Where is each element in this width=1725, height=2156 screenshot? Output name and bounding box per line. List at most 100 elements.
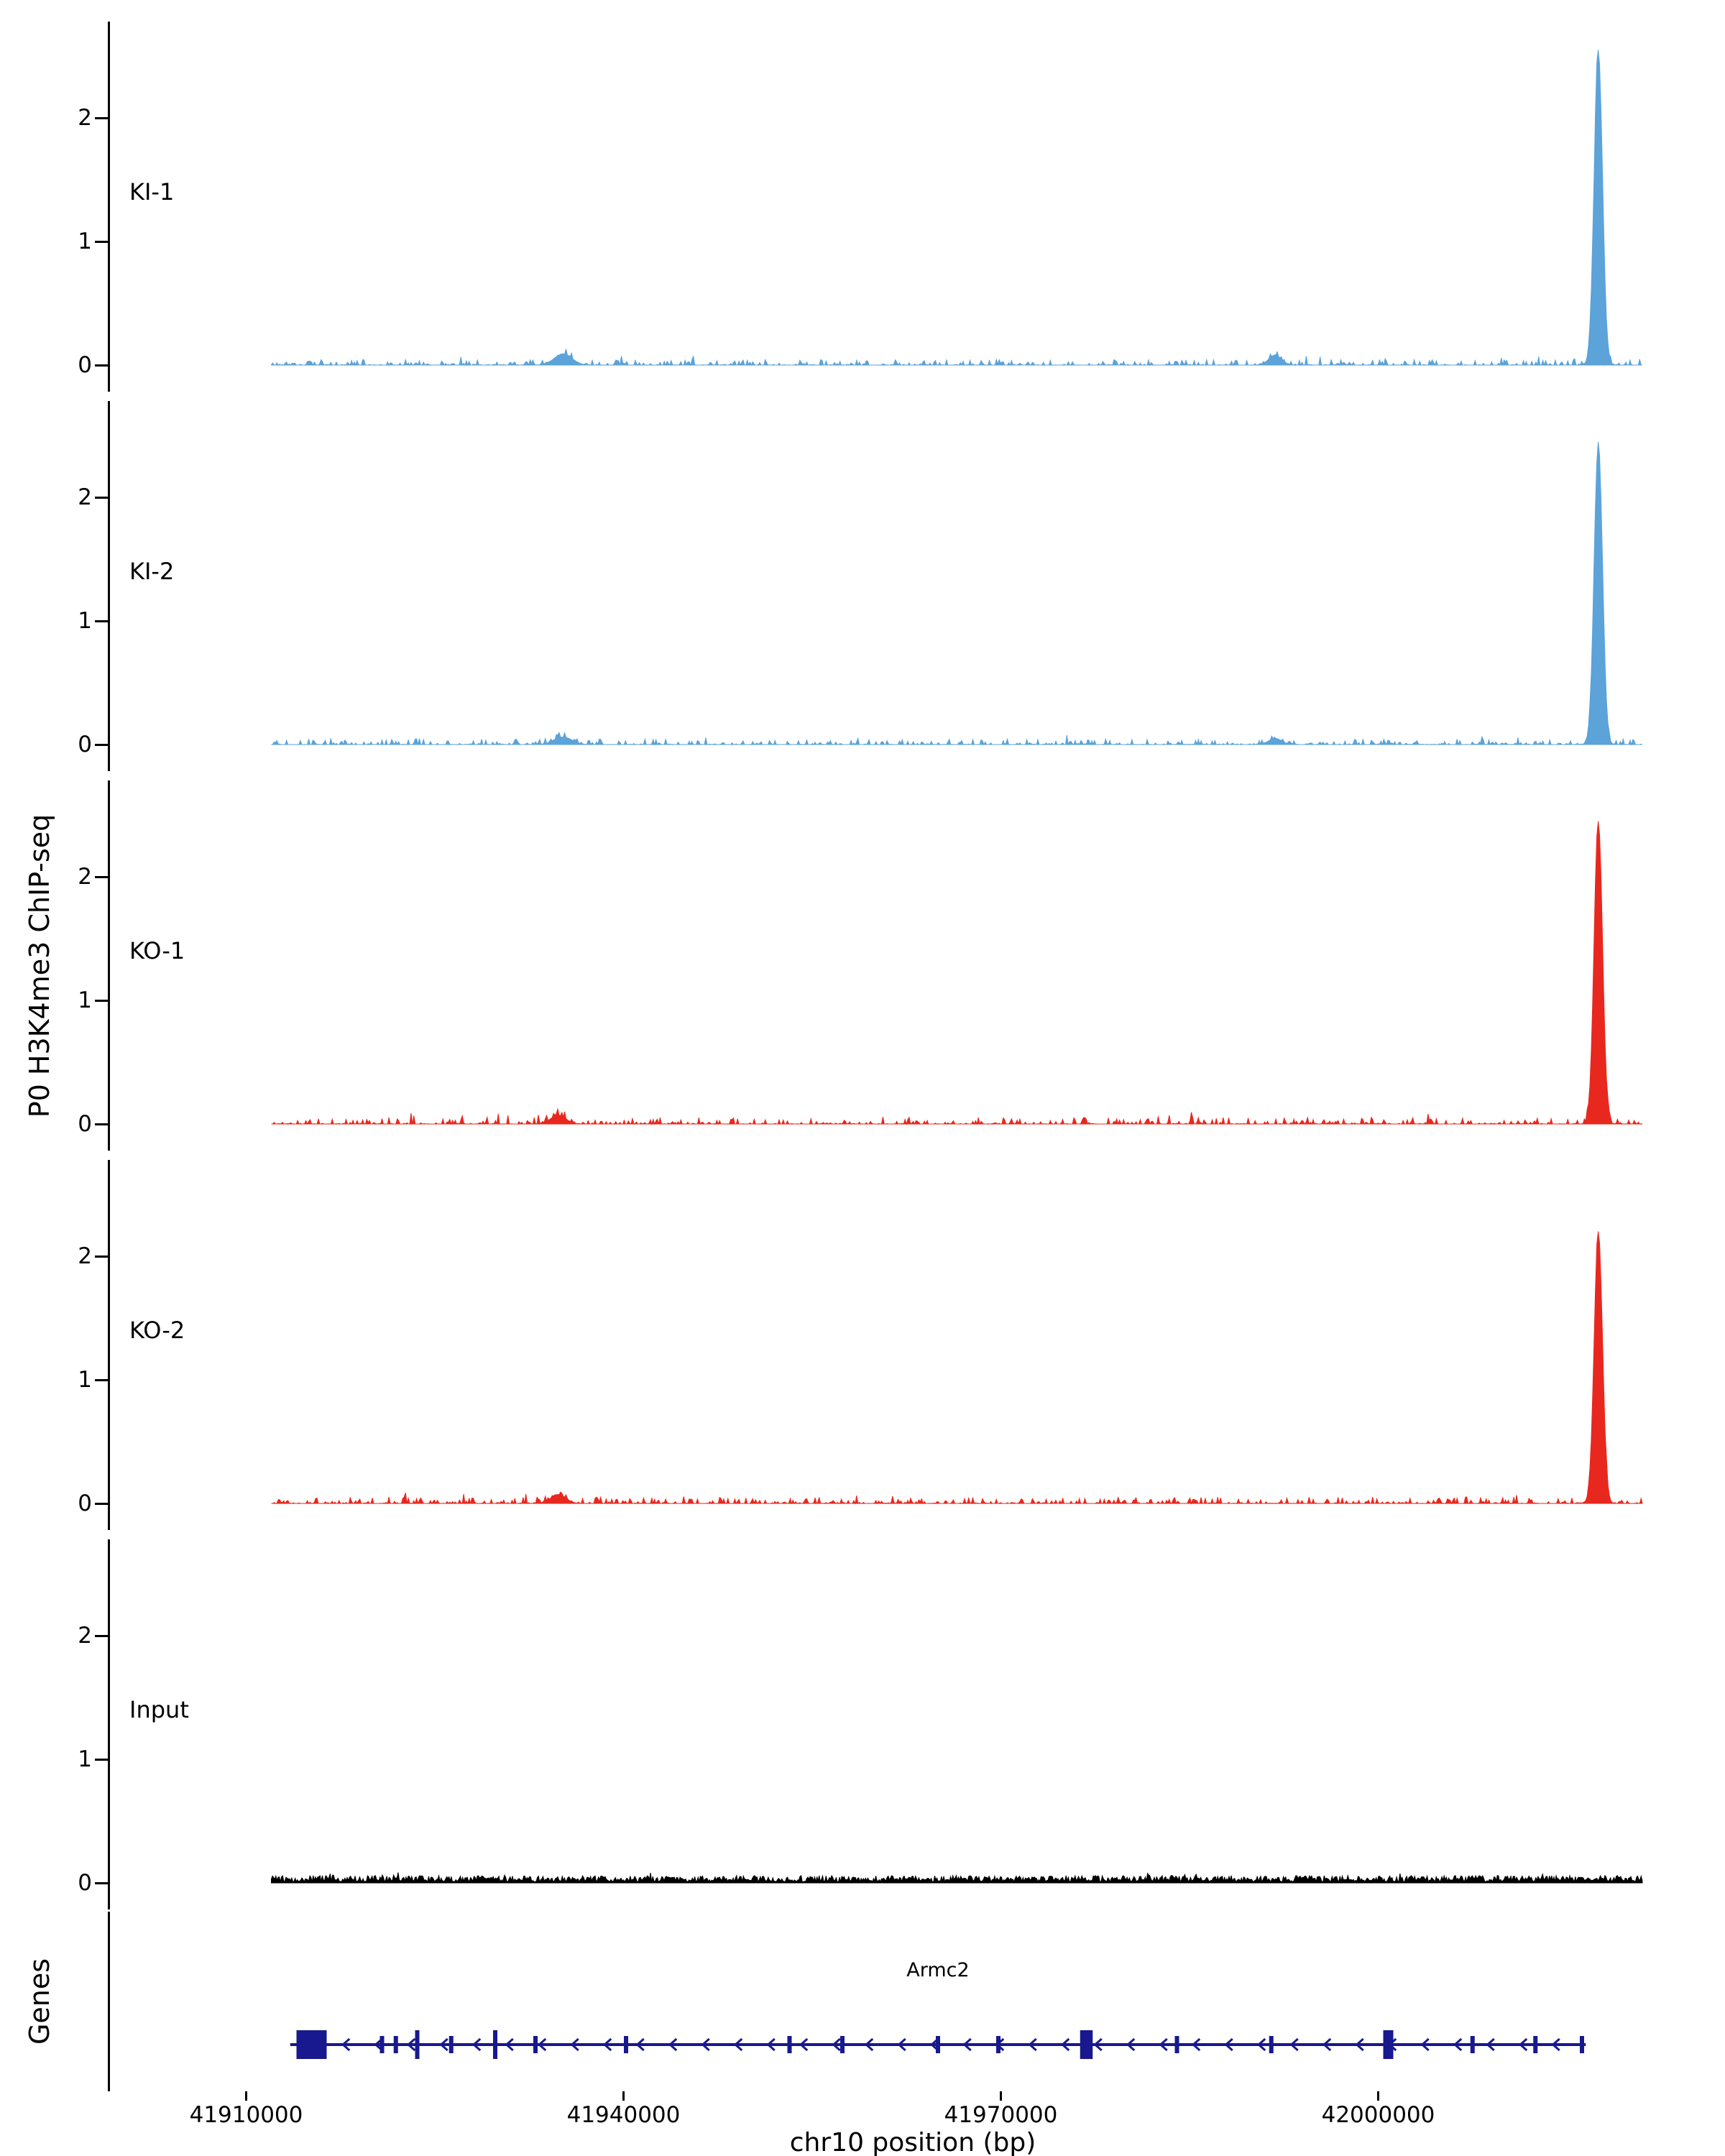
x-tick-mark — [622, 2091, 625, 2101]
exon-box — [393, 2036, 398, 2053]
y-axis-line — [108, 22, 110, 392]
strand-arrow — [570, 2037, 579, 2052]
y-tick-mark — [95, 117, 108, 119]
y-tick-mark — [95, 1000, 108, 1002]
track-panel-input: 2 1 0 Input — [0, 1539, 1725, 1909]
signal-area-input — [271, 1872, 1643, 1884]
exon-box — [996, 2036, 1000, 2053]
exon-box — [380, 2036, 385, 2053]
strand-arrow — [1355, 2037, 1364, 2052]
y-tick-mark — [95, 1759, 108, 1761]
y-tick-mark — [95, 876, 108, 878]
y-tick-mark — [95, 1635, 108, 1637]
strand-arrow — [1126, 2037, 1136, 2052]
y-tick-label: 1 — [78, 987, 92, 1013]
signal-area-ko2 — [271, 1231, 1643, 1505]
y-tick-mark — [95, 620, 108, 622]
signal-path — [271, 441, 1643, 746]
exon-box — [1470, 2036, 1475, 2053]
genes-axis-line — [108, 1912, 110, 2091]
strand-arrow — [602, 2037, 612, 2052]
exon-box — [448, 2036, 454, 2053]
y-axis-line — [108, 1539, 110, 1909]
y-axis-line — [108, 1160, 110, 1530]
strand-arrow — [1420, 2037, 1430, 2052]
exon-box — [1383, 2030, 1394, 2059]
y-tick-label: 2 — [78, 1243, 92, 1269]
strand-arrow — [341, 2037, 351, 2052]
strand-arrow — [537, 2037, 547, 2052]
signal-path — [271, 1231, 1643, 1505]
genes-axis-title: Genes — [24, 1958, 55, 2045]
y-tick-label: 0 — [78, 1111, 92, 1137]
strand-arrow — [1224, 2037, 1233, 2052]
y-tick-label: 0 — [78, 732, 92, 757]
strand-arrow — [505, 2037, 514, 2052]
y-tick-mark — [95, 1256, 108, 1258]
strand-arrow — [962, 2037, 972, 2052]
gene-model-track — [290, 2030, 1586, 2059]
track-panel-ki2: 2 1 0 KI-2 — [0, 401, 1725, 771]
y-tick-label: 0 — [78, 1491, 92, 1516]
strand-arrow — [635, 2037, 645, 2052]
exon-box — [296, 2030, 327, 2059]
strand-arrow — [766, 2037, 776, 2052]
y-tick-label: 1 — [78, 1746, 92, 1772]
y-tick-label: 1 — [78, 1367, 92, 1393]
y-tick-mark — [95, 364, 108, 367]
strand-arrow — [1191, 2037, 1201, 2052]
strand-arrow — [1486, 2037, 1495, 2052]
exon-box — [624, 2036, 628, 2053]
y-tick-mark — [95, 1123, 108, 1125]
strand-arrow — [897, 2037, 906, 2052]
y-tick-label: 0 — [78, 1870, 92, 1896]
track-label: KI-1 — [129, 178, 175, 206]
strand-arrow — [1093, 2037, 1103, 2052]
signal-path — [271, 50, 1642, 367]
signal-area-ki1 — [271, 50, 1642, 367]
y-tick-label: 2 — [78, 105, 92, 131]
gene-name-label: Armc2 — [906, 1959, 970, 1981]
track-label: Input — [129, 1696, 189, 1723]
strand-arrow — [472, 2037, 482, 2052]
strand-arrow — [1518, 2037, 1528, 2052]
exon-box — [1269, 2036, 1274, 2053]
exon-box — [493, 2030, 497, 2059]
strand-arrow — [1256, 2037, 1266, 2052]
strand-arrow — [1060, 2037, 1070, 2052]
exon-box — [1174, 2036, 1179, 2053]
y-tick-label: 1 — [78, 229, 92, 254]
strand-arrow — [1453, 2037, 1463, 2052]
x-tick-mark — [1377, 2091, 1379, 2101]
x-tick-label: 42000000 — [1321, 2102, 1435, 2128]
exon-box — [936, 2036, 940, 2053]
strand-arrow — [799, 2037, 809, 2052]
exon-box — [1533, 2036, 1538, 2053]
y-tick-mark — [95, 497, 108, 499]
track-panel-ko2: 2 1 0 KO-2 — [0, 1160, 1725, 1530]
strand-arrow — [1028, 2037, 1037, 2052]
y-tick-label: 2 — [78, 1623, 92, 1649]
x-axis-title: chr10 position (bp) — [789, 2128, 1036, 2156]
signal-path — [271, 821, 1643, 1125]
exon-box — [1580, 2036, 1584, 2053]
signal-area-ki2 — [271, 441, 1643, 746]
signal-path — [271, 1872, 1643, 1884]
y-tick-mark — [95, 744, 108, 746]
y-tick-mark — [95, 1379, 108, 1381]
y-tick-label: 1 — [78, 608, 92, 634]
exon-box — [415, 2030, 420, 2059]
track-label: KI-2 — [129, 558, 175, 585]
strand-arrow — [439, 2037, 448, 2052]
signal-area-ko1 — [271, 821, 1643, 1125]
track-panel-ki1: 2 1 0 KI-1 — [0, 22, 1725, 392]
exon-box — [787, 2036, 792, 2053]
x-tick-label: 41910000 — [189, 2102, 303, 2128]
strand-arrow — [406, 2037, 416, 2052]
strand-arrow — [668, 2037, 678, 2052]
y-tick-label: 0 — [78, 352, 92, 378]
y-tick-label: 2 — [78, 864, 92, 890]
exon-box — [1080, 2030, 1093, 2059]
x-tick-mark — [1000, 2091, 1002, 2101]
